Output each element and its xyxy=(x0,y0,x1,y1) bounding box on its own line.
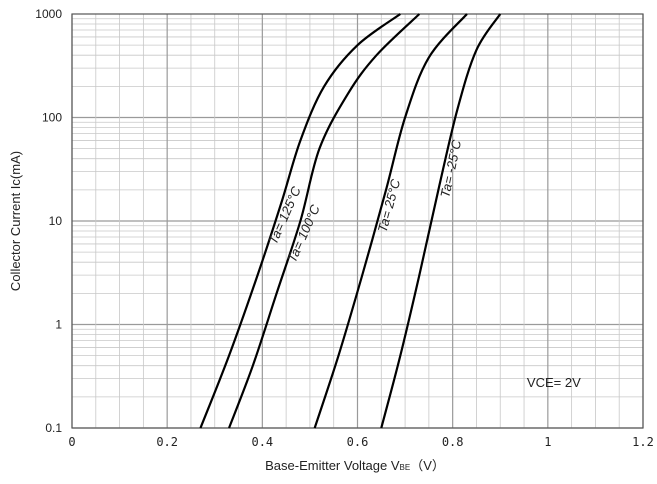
series-layer xyxy=(199,13,502,429)
y-tick-label: 1 xyxy=(55,318,62,332)
series-line xyxy=(313,13,468,429)
x-tick-label: 0.6 xyxy=(347,435,369,449)
x-axis-label: Base-Emitter Voltage VBE（V） xyxy=(265,458,445,473)
series-line xyxy=(380,13,502,429)
y-tick-label: 1000 xyxy=(35,7,62,21)
series-line xyxy=(228,13,421,429)
y-axis-label: Collector Current Ic(mA) xyxy=(8,151,23,291)
x-tick-label: 0.8 xyxy=(442,435,464,449)
x-tick-label: 1 xyxy=(544,435,551,449)
x-tick-label: 0.2 xyxy=(156,435,178,449)
axis-layer: 0 0.2 0.4 0.6 0.8 1 1.2 0.1 1 10 100 1000 Base-Emitt… xyxy=(8,7,654,473)
y-tick-label: 0.1 xyxy=(45,421,62,435)
y-tick-label: 10 xyxy=(49,214,63,228)
x-tick-label: 0.4 xyxy=(251,435,273,449)
x-tick-label: 1.2 xyxy=(632,435,654,449)
annotation-vce: VCE= 2V xyxy=(527,375,581,390)
x-tick-label: 0 xyxy=(68,435,75,449)
series-line xyxy=(199,13,401,429)
y-tick-label: 100 xyxy=(42,111,62,125)
grid-layer xyxy=(71,14,644,429)
plot-frame xyxy=(71,13,644,429)
